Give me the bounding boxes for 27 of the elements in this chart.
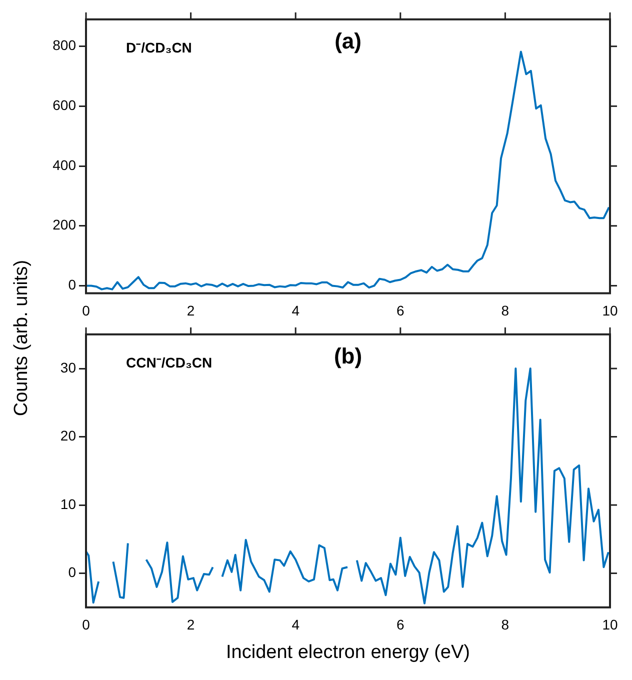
x-tick-label: 4 xyxy=(292,616,300,633)
y-tick-label: 0 xyxy=(68,276,76,293)
x-tick-label: 6 xyxy=(396,302,404,318)
y-tick-label: 800 xyxy=(52,37,76,54)
x-axis-title: Incident electron energy (eV) xyxy=(226,642,470,663)
annotation: D⁻/CD₃CN xyxy=(126,39,192,56)
y-tick-label: 20 xyxy=(60,428,76,444)
x-tick-label: 0 xyxy=(82,302,90,318)
y-tick-label: 30 xyxy=(60,359,76,376)
y-tick-label: 10 xyxy=(60,496,76,512)
chart-title: (b) xyxy=(334,343,362,368)
x-tick-label: 10 xyxy=(602,616,618,633)
x-tick-label: 6 xyxy=(396,616,404,633)
x-tick-label: 8 xyxy=(501,616,510,633)
y-tick-label: 400 xyxy=(52,156,76,173)
x-tick-label: 2 xyxy=(186,616,195,633)
chart-title: (a) xyxy=(334,28,362,54)
x-tick-label: 10 xyxy=(602,302,618,318)
x-tick-label: 4 xyxy=(292,302,300,318)
y-axis-title: Counts (arb. units) xyxy=(11,260,33,416)
annotation: CCN⁻/CD₃CN xyxy=(126,354,212,370)
x-tick-label: 0 xyxy=(82,616,90,633)
y-tick-label: 0 xyxy=(68,564,76,580)
y-tick-label: 600 xyxy=(52,97,76,114)
x-tick-label: 8 xyxy=(501,302,510,318)
y-tick-label: 200 xyxy=(52,216,76,233)
x-tick-label: 2 xyxy=(186,302,195,318)
